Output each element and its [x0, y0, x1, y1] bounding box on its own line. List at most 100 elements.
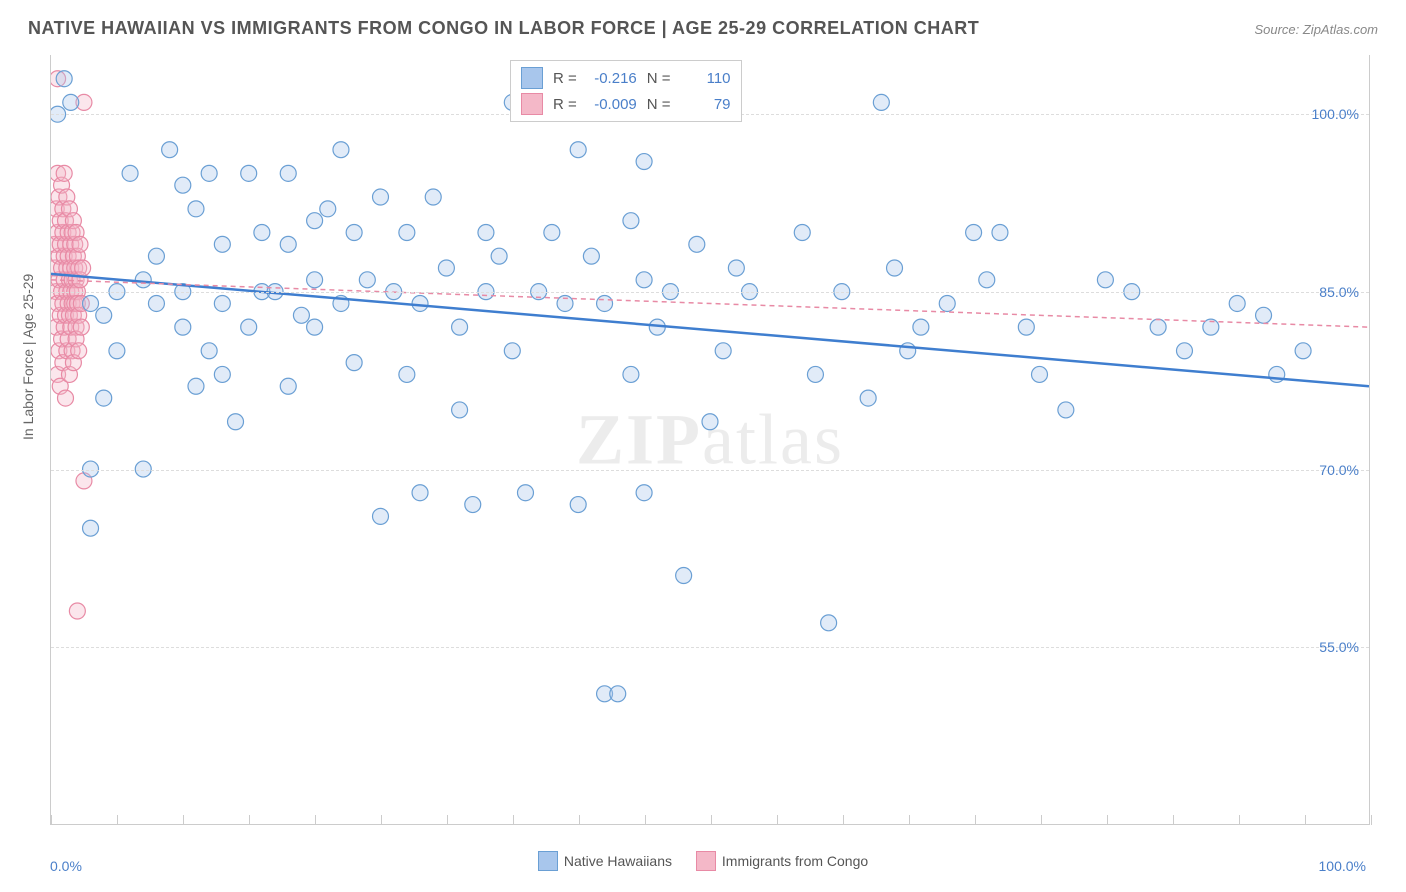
data-point: [61, 272, 77, 288]
data-point: [54, 177, 70, 193]
x-tick: [645, 815, 646, 825]
data-point: [544, 225, 560, 241]
gridline: [51, 647, 1369, 648]
data-point: [122, 165, 138, 181]
data-point: [73, 319, 89, 335]
data-point: [623, 213, 639, 229]
data-point: [280, 378, 296, 394]
r-value-1: -0.009: [583, 96, 637, 113]
x-tick: [909, 815, 910, 825]
data-point: [913, 319, 929, 335]
data-point: [56, 165, 72, 181]
legend-label-0: Native Hawaiians: [564, 853, 672, 869]
data-point: [452, 402, 468, 418]
data-point: [807, 366, 823, 382]
data-point: [51, 201, 64, 217]
chart-svg: [51, 55, 1369, 824]
data-point: [346, 225, 362, 241]
data-point: [68, 272, 84, 288]
data-point: [51, 71, 66, 87]
data-point: [438, 260, 454, 276]
data-point: [689, 236, 705, 252]
data-point: [51, 260, 63, 276]
data-point: [307, 213, 323, 229]
n-label-0: N =: [647, 70, 671, 87]
data-point: [623, 366, 639, 382]
data-point: [56, 248, 72, 264]
data-point: [966, 225, 982, 241]
data-point: [214, 366, 230, 382]
x-tick: [1173, 815, 1174, 825]
r-value-0: -0.216: [583, 70, 637, 87]
data-point: [162, 142, 178, 158]
data-point: [59, 189, 75, 205]
data-point: [175, 319, 191, 335]
data-point: [59, 343, 75, 359]
data-point: [188, 201, 204, 217]
data-point: [1295, 343, 1311, 359]
data-point: [96, 307, 112, 323]
x-tick: [711, 815, 712, 825]
data-point: [254, 225, 270, 241]
data-point: [65, 307, 81, 323]
data-point: [1176, 343, 1192, 359]
data-point: [56, 272, 72, 288]
data-point: [373, 508, 389, 524]
x-tick: [447, 815, 448, 825]
x-tick: [777, 815, 778, 825]
data-point: [821, 615, 837, 631]
data-point: [71, 260, 87, 276]
data-point: [64, 272, 80, 288]
data-point: [307, 272, 323, 288]
data-point: [465, 497, 481, 513]
data-point: [241, 319, 257, 335]
data-point: [64, 343, 80, 359]
data-point: [597, 295, 613, 311]
source-label: Source: ZipAtlas.com: [1254, 22, 1378, 37]
data-point: [280, 165, 296, 181]
data-point: [201, 343, 217, 359]
data-point: [583, 248, 599, 264]
data-point: [67, 260, 83, 276]
data-point: [64, 295, 80, 311]
data-point: [887, 260, 903, 276]
data-point: [412, 485, 428, 501]
swatch-series-0: [521, 67, 543, 89]
data-point: [610, 686, 626, 702]
x-tick: [117, 815, 118, 825]
data-point: [61, 366, 77, 382]
data-point: [69, 248, 85, 264]
watermark-light: atlas: [702, 399, 844, 479]
data-point: [715, 343, 731, 359]
data-point: [52, 378, 68, 394]
data-point: [1229, 295, 1245, 311]
data-point: [54, 260, 70, 276]
x-tick: [315, 815, 316, 825]
data-point: [702, 414, 718, 430]
data-point: [58, 307, 74, 323]
data-point: [63, 260, 79, 276]
data-point: [51, 248, 67, 264]
data-point: [63, 236, 79, 252]
data-point: [71, 307, 87, 323]
data-point: [280, 236, 296, 252]
data-point: [51, 343, 67, 359]
data-point: [504, 343, 520, 359]
data-point: [63, 319, 79, 335]
data-point: [1058, 402, 1074, 418]
n-value-1: 79: [677, 96, 731, 113]
data-point: [1203, 319, 1219, 335]
x-tick: [381, 815, 382, 825]
data-point: [399, 366, 415, 382]
data-point: [1269, 366, 1285, 382]
data-point: [52, 236, 68, 252]
data-point: [452, 319, 468, 335]
watermark: ZIPatlas: [576, 398, 844, 481]
data-point: [979, 272, 995, 288]
data-point: [68, 331, 84, 347]
data-point: [67, 236, 83, 252]
data-point: [56, 319, 72, 335]
r-label-0: R =: [553, 70, 577, 87]
y-axis-label: In Labor Force | Age 25-29: [20, 274, 36, 440]
stats-row-1: R = -0.009 N = 79: [521, 91, 731, 117]
